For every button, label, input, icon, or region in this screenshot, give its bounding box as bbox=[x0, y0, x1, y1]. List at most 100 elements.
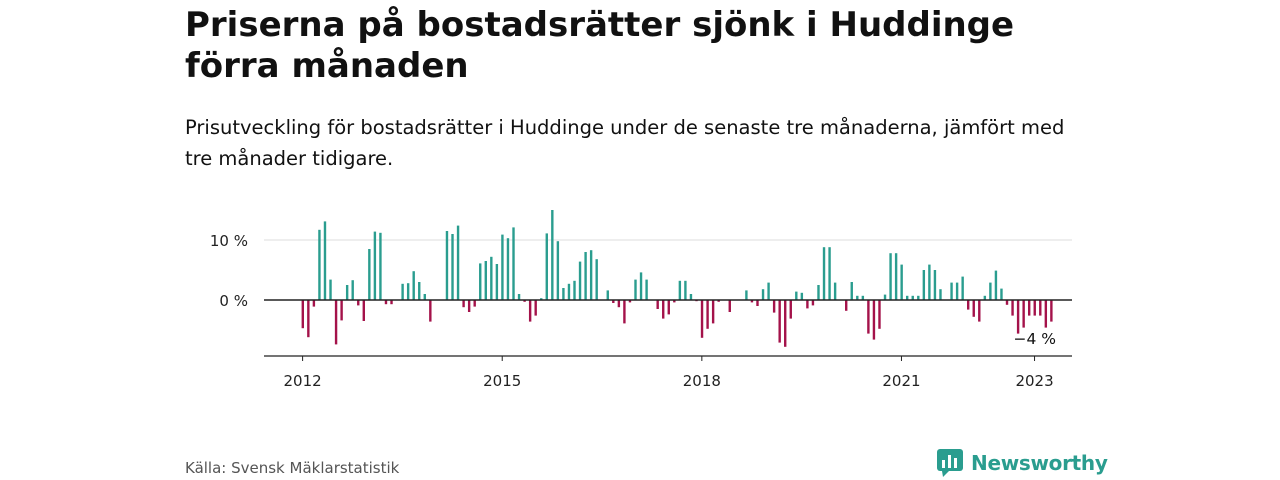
bar bbox=[584, 252, 587, 300]
bar bbox=[578, 261, 582, 300]
bar bbox=[334, 300, 338, 345]
bar bbox=[540, 298, 543, 300]
bar bbox=[617, 300, 621, 308]
bar bbox=[373, 231, 377, 300]
bar bbox=[662, 300, 665, 319]
bar bbox=[978, 300, 981, 322]
bar bbox=[1016, 300, 1020, 334]
bar bbox=[861, 295, 865, 300]
bar bbox=[856, 295, 859, 300]
bar bbox=[961, 276, 964, 300]
bar bbox=[1011, 300, 1014, 316]
bar bbox=[745, 290, 748, 300]
bar bbox=[357, 300, 360, 306]
bar bbox=[906, 295, 909, 300]
bar bbox=[423, 294, 426, 300]
bar bbox=[362, 300, 365, 321]
bar bbox=[800, 292, 804, 300]
bar bbox=[623, 300, 626, 324]
bar bbox=[401, 283, 404, 300]
bar bbox=[307, 300, 310, 338]
bar bbox=[828, 247, 831, 300]
bar bbox=[456, 225, 460, 300]
bar bbox=[673, 300, 676, 303]
bar bbox=[628, 300, 632, 303]
bar bbox=[634, 279, 637, 300]
last-value-annotation: −4 % bbox=[1014, 330, 1057, 348]
bar bbox=[523, 300, 526, 302]
price-change-bar-chart: 0 % 10 % 2012 2015 2018 2021 2023 −4 % bbox=[210, 210, 1072, 390]
x-tick-label: 2021 bbox=[882, 372, 920, 390]
brand-logo[interactable]: Newsworthy bbox=[937, 449, 1108, 477]
bar bbox=[451, 234, 454, 300]
bar bbox=[922, 270, 926, 300]
bar bbox=[833, 282, 837, 300]
bar bbox=[989, 282, 992, 300]
bar bbox=[784, 300, 787, 347]
bar bbox=[323, 221, 327, 300]
bar bbox=[667, 300, 670, 315]
bar bbox=[811, 300, 815, 306]
bar bbox=[1022, 300, 1025, 328]
bar bbox=[867, 300, 870, 334]
bar bbox=[789, 300, 792, 319]
bar bbox=[1033, 300, 1036, 316]
bar bbox=[567, 283, 571, 300]
bar bbox=[1000, 288, 1003, 300]
bar bbox=[761, 289, 765, 300]
bar bbox=[312, 300, 316, 307]
bar bbox=[955, 282, 959, 300]
bar bbox=[501, 234, 504, 300]
bar bbox=[772, 300, 776, 313]
bar bbox=[556, 241, 560, 300]
bar bbox=[967, 300, 970, 310]
bar bbox=[512, 227, 515, 300]
bar bbox=[689, 294, 693, 300]
bar bbox=[878, 300, 881, 329]
bar bbox=[778, 300, 781, 343]
bar bbox=[462, 300, 465, 308]
chart-title: Priserna på bostadsrätter sjönk i Huddin… bbox=[185, 5, 1015, 86]
bar bbox=[795, 291, 798, 300]
bar bbox=[1005, 300, 1009, 305]
bar bbox=[473, 300, 476, 307]
bar bbox=[484, 261, 487, 300]
bar bbox=[562, 288, 565, 300]
bar bbox=[467, 300, 471, 312]
bar bbox=[894, 253, 898, 300]
bar bbox=[345, 285, 349, 300]
bar bbox=[767, 282, 770, 300]
source-note: Källa: Svensk Mäklarstatistik bbox=[185, 459, 400, 477]
bar bbox=[845, 300, 848, 311]
bar bbox=[340, 300, 343, 321]
bar bbox=[728, 300, 731, 312]
bar bbox=[684, 280, 687, 300]
bar-chart-logo-icon bbox=[937, 449, 963, 477]
bar bbox=[806, 300, 809, 309]
bar bbox=[368, 249, 371, 300]
bar bbox=[490, 256, 493, 300]
bar bbox=[573, 280, 576, 300]
bar bbox=[645, 279, 648, 300]
bar bbox=[639, 272, 643, 300]
bar bbox=[700, 300, 704, 338]
bar bbox=[589, 250, 593, 300]
bar bbox=[850, 282, 853, 300]
bar bbox=[917, 295, 920, 300]
bar bbox=[1039, 300, 1042, 316]
bar bbox=[1050, 300, 1053, 322]
bar bbox=[750, 300, 754, 303]
bar bbox=[479, 263, 482, 300]
y-tick-label: 0 % bbox=[219, 292, 248, 310]
bar bbox=[900, 264, 903, 300]
bar bbox=[379, 232, 382, 300]
x-tick-label: 2023 bbox=[1015, 372, 1053, 390]
bar bbox=[717, 300, 720, 302]
chart-subtitle: Prisutveckling för bostadsrätter i Huddi… bbox=[185, 116, 1065, 170]
bar bbox=[933, 270, 937, 300]
bar bbox=[817, 285, 820, 300]
x-tick-label: 2018 bbox=[683, 372, 721, 390]
bar bbox=[983, 295, 987, 300]
bar bbox=[406, 283, 410, 300]
bar bbox=[872, 300, 876, 340]
